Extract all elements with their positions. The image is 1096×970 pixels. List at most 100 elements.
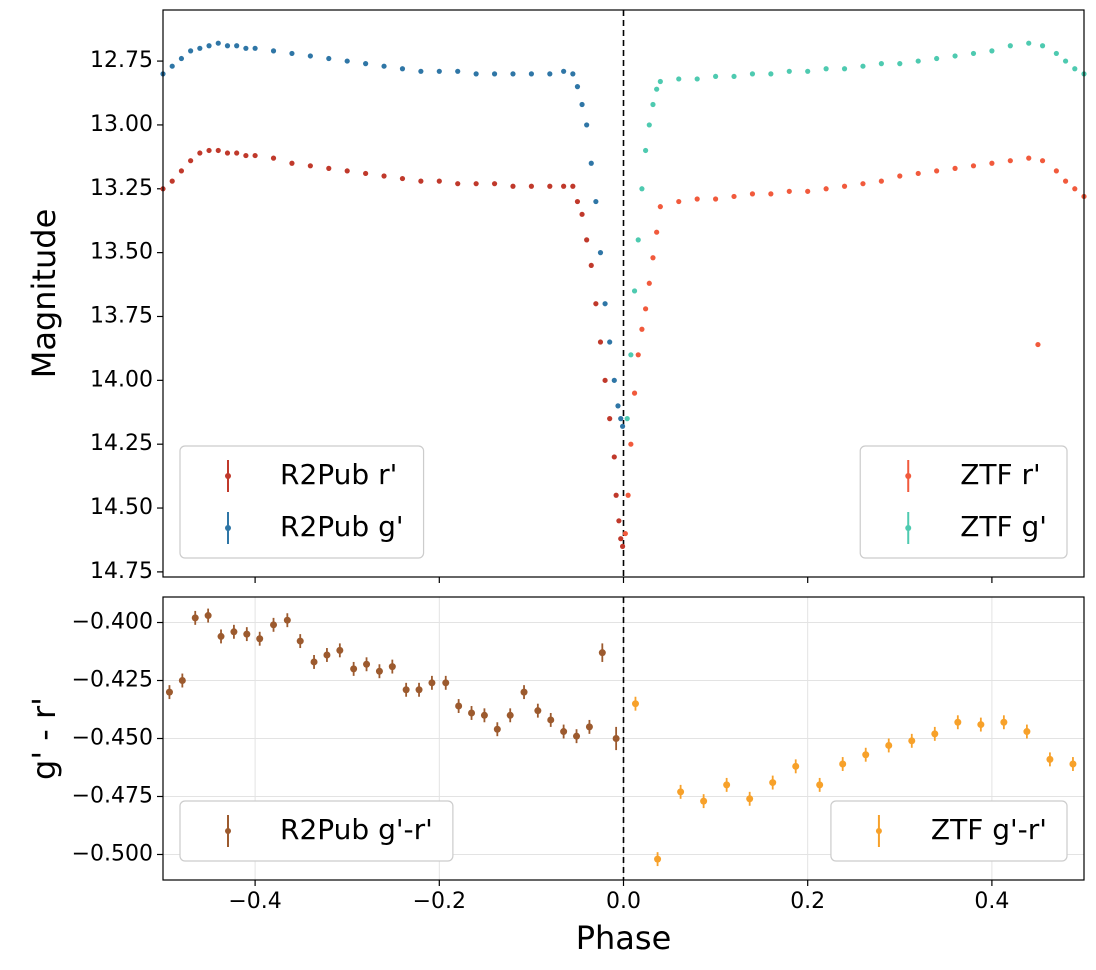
data-point xyxy=(381,173,387,179)
data-point xyxy=(769,779,777,787)
data-point xyxy=(1062,58,1069,64)
data-point xyxy=(585,723,593,731)
data-point xyxy=(169,178,175,184)
data-point xyxy=(178,168,185,174)
x-tick-label: 0.4 xyxy=(974,889,1009,914)
data-point xyxy=(618,536,624,542)
data-point xyxy=(635,237,641,243)
data-point xyxy=(639,186,645,192)
data-point xyxy=(510,71,516,77)
y-axis-label: g' - r' xyxy=(25,697,63,780)
data-point xyxy=(191,614,199,622)
y-tick-label: −0.450 xyxy=(72,726,153,751)
data-point xyxy=(749,71,756,77)
data-point xyxy=(792,762,800,770)
data-point xyxy=(270,48,277,54)
data-point xyxy=(234,150,240,156)
data-point xyxy=(624,416,630,422)
y-tick-label: 14.50 xyxy=(90,495,153,520)
data-point xyxy=(602,377,608,383)
data-point xyxy=(657,78,663,85)
data-point xyxy=(878,178,884,184)
data-point xyxy=(579,211,585,217)
data-point xyxy=(1053,168,1059,174)
data-point xyxy=(607,339,613,345)
data-point xyxy=(1062,178,1069,184)
data-point xyxy=(657,204,663,210)
data-point xyxy=(428,679,436,687)
data-point xyxy=(598,649,606,657)
data-point xyxy=(215,40,221,46)
data-point xyxy=(654,855,662,863)
data-point xyxy=(713,73,719,80)
y-tick-label: 13.25 xyxy=(90,176,153,201)
legend-label: ZTF g' xyxy=(960,510,1047,543)
legend: ZTF g'-r' xyxy=(830,800,1068,862)
data-point xyxy=(839,760,847,768)
y-tick-label: 13.50 xyxy=(90,240,153,265)
data-point xyxy=(885,741,893,749)
data-point xyxy=(326,55,332,62)
y-tick-label: −0.500 xyxy=(72,841,153,866)
data-point xyxy=(639,326,645,332)
data-point xyxy=(611,377,617,383)
data-point xyxy=(344,168,350,174)
legend-label: ZTF r' xyxy=(960,458,1041,491)
data-point xyxy=(1072,66,1078,72)
data-point xyxy=(650,255,656,261)
data-point xyxy=(363,170,369,177)
data-point xyxy=(676,76,682,82)
data-point xyxy=(399,66,406,72)
legend-marker xyxy=(225,815,231,847)
data-point xyxy=(506,711,514,719)
data-point xyxy=(1046,755,1054,763)
data-point xyxy=(631,700,639,708)
data-point xyxy=(934,55,940,62)
data-point xyxy=(700,797,708,805)
data-point xyxy=(1026,155,1032,161)
data-point xyxy=(746,795,754,803)
data-point xyxy=(560,728,568,736)
data-point xyxy=(579,101,585,108)
legend-box xyxy=(179,445,425,559)
legend: R2Pub g'-r' xyxy=(179,800,454,862)
data-point xyxy=(307,163,313,169)
y-tick-label: −0.425 xyxy=(72,668,153,693)
data-point xyxy=(296,637,304,645)
data-point xyxy=(723,781,731,789)
data-point xyxy=(862,751,870,759)
data-point xyxy=(336,646,344,654)
y-tick-label: −0.475 xyxy=(72,783,153,808)
data-point xyxy=(970,163,977,169)
data-point xyxy=(418,178,424,184)
data-point xyxy=(375,667,383,675)
y-tick-label: −0.400 xyxy=(72,610,153,635)
data-point xyxy=(473,181,479,187)
x-tick-label: 0.2 xyxy=(790,889,825,914)
data-point xyxy=(252,45,258,51)
data-point xyxy=(731,193,737,200)
legend-marker xyxy=(225,512,231,544)
data-point xyxy=(878,61,884,67)
data-point xyxy=(399,175,406,182)
legend: ZTF r' ZTF g' xyxy=(859,445,1068,559)
data-point xyxy=(622,530,628,537)
data-point xyxy=(597,339,604,345)
legend-label: R2Pub g' xyxy=(280,510,404,543)
data-point xyxy=(860,63,866,69)
data-point xyxy=(860,181,866,187)
data-point xyxy=(402,686,410,694)
data-point xyxy=(169,63,175,69)
data-point xyxy=(643,147,649,154)
data-point xyxy=(635,352,641,358)
data-point xyxy=(436,68,442,74)
data-point xyxy=(619,423,626,429)
data-point xyxy=(243,152,249,159)
data-point xyxy=(350,665,358,673)
data-point xyxy=(989,48,995,54)
data-point xyxy=(381,63,387,69)
data-point xyxy=(473,71,479,77)
data-point xyxy=(805,68,811,74)
data-point xyxy=(1000,718,1008,726)
legend-marker xyxy=(875,815,882,847)
